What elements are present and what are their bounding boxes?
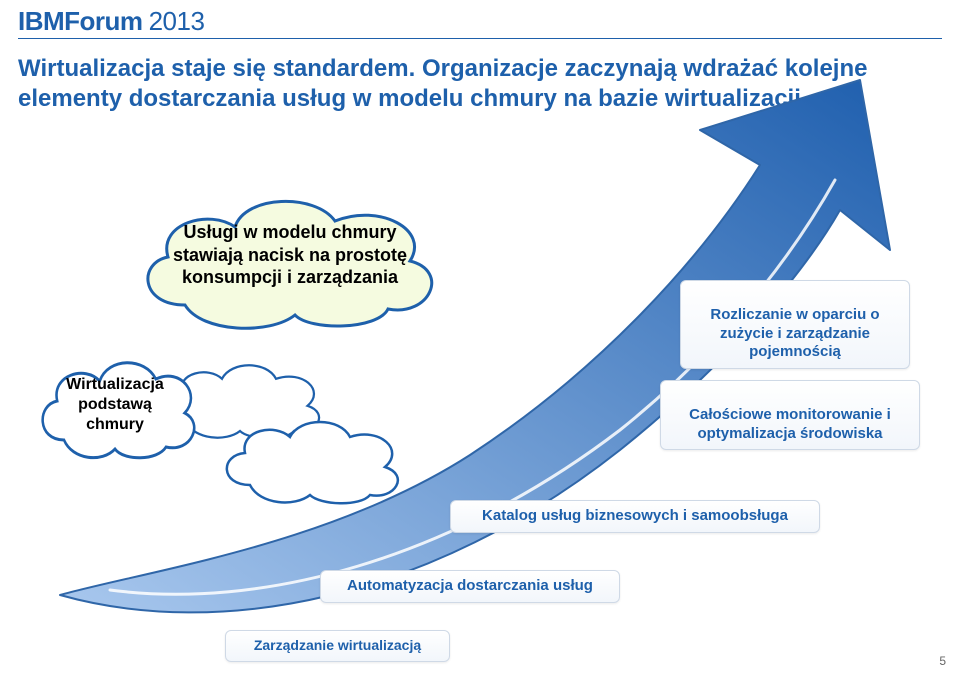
cloud-base: Wirtualizacja podstawą chmury (30, 345, 200, 465)
slide: IBMForum2013 Wirtualizacja staje się sta… (0, 0, 960, 678)
cloud-main-text: Usługi w modelu chmury stawiają nacisk n… (130, 203, 450, 307)
page-number: 5 (939, 654, 946, 668)
logo-word: Forum (64, 6, 142, 36)
step-katalog: Katalog usług biznesowych i samoobsługa (450, 500, 820, 533)
step-zarzadzanie: Zarządzanie wirtualizacją (225, 630, 450, 662)
step-automatyzacja: Automatyzacja dostarczania usług (320, 570, 620, 603)
logo-brand: IBM (18, 6, 64, 36)
step-monitorowanie-text: Całościowe monitorowanie i optymalizacja… (689, 406, 891, 442)
header-rule (18, 38, 942, 39)
step-rozliczanie-text: Rozliczanie w oparciu o zużycie i zarząd… (710, 306, 879, 361)
cloud-main: Usługi w modelu chmury stawiają nacisk n… (130, 175, 450, 335)
step-monitorowanie: Całościowe monitorowanie i optymalizacja… (660, 380, 920, 450)
brand-logo: IBMForum2013 (18, 6, 204, 37)
step-automatyzacja-text: Automatyzacja dostarczania usług (347, 577, 593, 594)
cloud-base-text: Wirtualizacja podstawą chmury (40, 357, 190, 453)
step-katalog-text: Katalog usług biznesowych i samoobsługa (482, 507, 788, 524)
decorative-cloud-2 (210, 405, 410, 505)
slide-title: Wirtualizacja staje się standardem. Orga… (18, 54, 942, 114)
step-rozliczanie: Rozliczanie w oparciu o zużycie i zarząd… (680, 280, 910, 369)
logo-year: 2013 (149, 6, 205, 36)
step-zarzadzanie-text: Zarządzanie wirtualizacją (254, 637, 421, 653)
